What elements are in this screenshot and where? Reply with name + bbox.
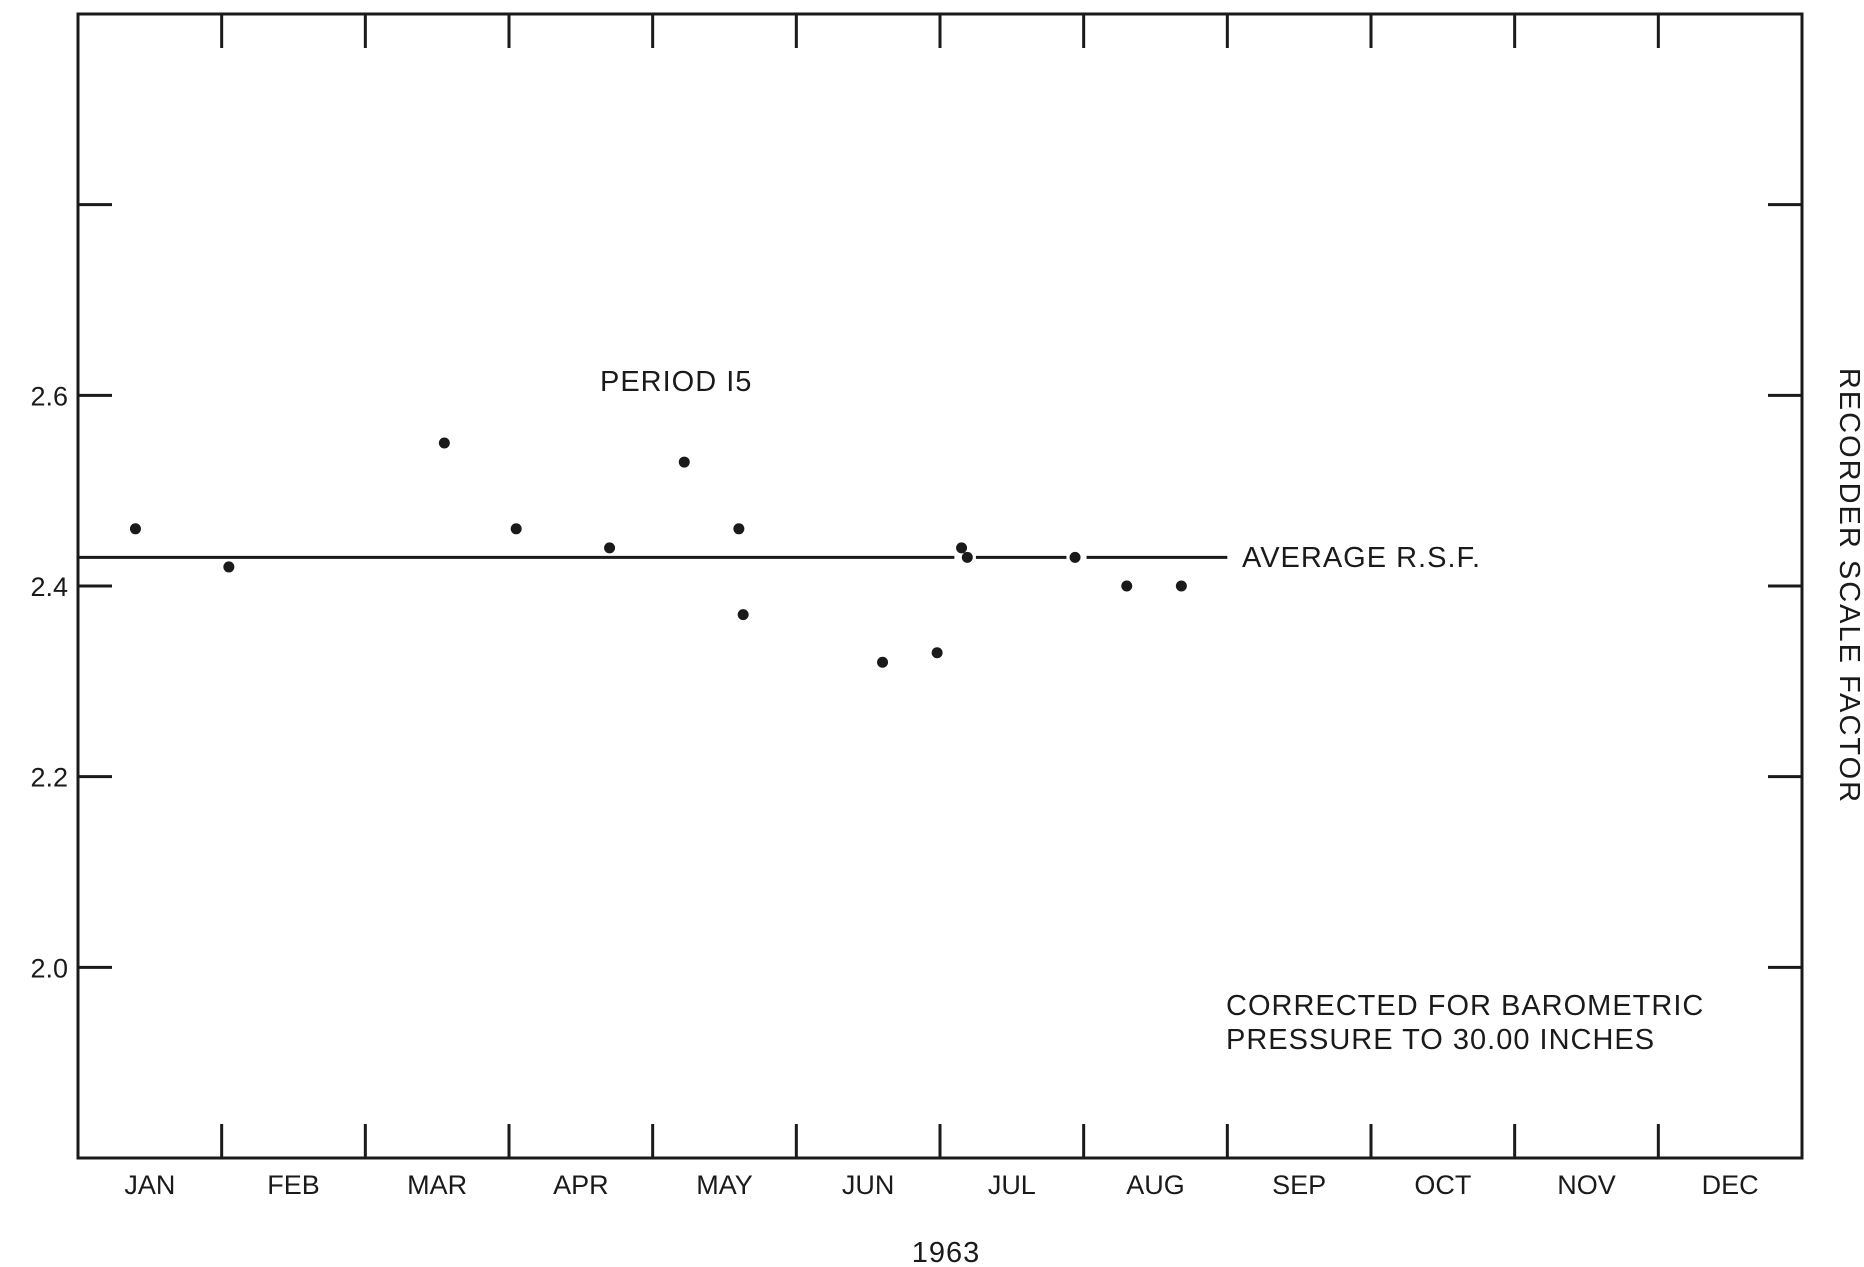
x-axis-label: 1963 xyxy=(912,1237,981,1267)
x-tick-label: JAN xyxy=(124,1170,175,1200)
x-tick-label: JUL xyxy=(988,1170,1036,1200)
data-point xyxy=(438,437,450,449)
plot-frame xyxy=(76,12,1804,1160)
x-tick-label: JUN xyxy=(842,1170,895,1200)
y-tick-label: 2.0 xyxy=(30,953,68,983)
x-tick-label: OCT xyxy=(1414,1170,1471,1200)
data-point xyxy=(961,551,973,563)
data-point xyxy=(737,609,749,621)
data-point xyxy=(931,647,943,659)
labels: JAN FEB MAR APR MAY JUN JUL AUG SEP OCT NOV DEC 2.0 2… xyxy=(30,381,1758,1200)
data-point xyxy=(678,456,690,468)
data-point xyxy=(604,542,616,554)
x-tick-label: NOV xyxy=(1557,1170,1616,1200)
data-point xyxy=(223,561,235,573)
x-tick-label: AUG xyxy=(1126,1170,1185,1200)
y-tick-label: 2.6 xyxy=(30,381,68,411)
data-point xyxy=(956,542,968,554)
x-tick-label: DEC xyxy=(1702,1170,1759,1200)
x-tick-label: MAR xyxy=(407,1170,467,1200)
data-point xyxy=(1175,580,1187,592)
data-points xyxy=(129,437,1187,668)
x-tick-label: APR xyxy=(553,1170,609,1200)
correction-note-line2: PRESSURE TO 30.00 INCHES xyxy=(1226,1024,1655,1056)
ticks xyxy=(78,14,1802,1158)
y-axis-label: RECORDER SCALE FACTOR xyxy=(1833,368,1864,804)
data-point xyxy=(510,523,522,535)
x-tick-label: FEB xyxy=(267,1170,320,1200)
average-line-label: AVERAGE R.S.F. xyxy=(1242,542,1481,574)
correction-note-line1: CORRECTED FOR BAROMETRIC xyxy=(1226,990,1704,1022)
data-point xyxy=(877,656,889,668)
y-tick-label: 2.2 xyxy=(30,763,68,793)
period-annotation: PERIOD I5 xyxy=(600,366,752,398)
data-point xyxy=(1069,551,1081,563)
x-tick-label: SEP xyxy=(1272,1170,1326,1200)
x-tick-label: MAY xyxy=(696,1170,753,1200)
data-point xyxy=(733,523,745,535)
data-point xyxy=(129,523,141,535)
data-point xyxy=(1121,580,1133,592)
y-tick-label: 2.4 xyxy=(30,572,68,602)
